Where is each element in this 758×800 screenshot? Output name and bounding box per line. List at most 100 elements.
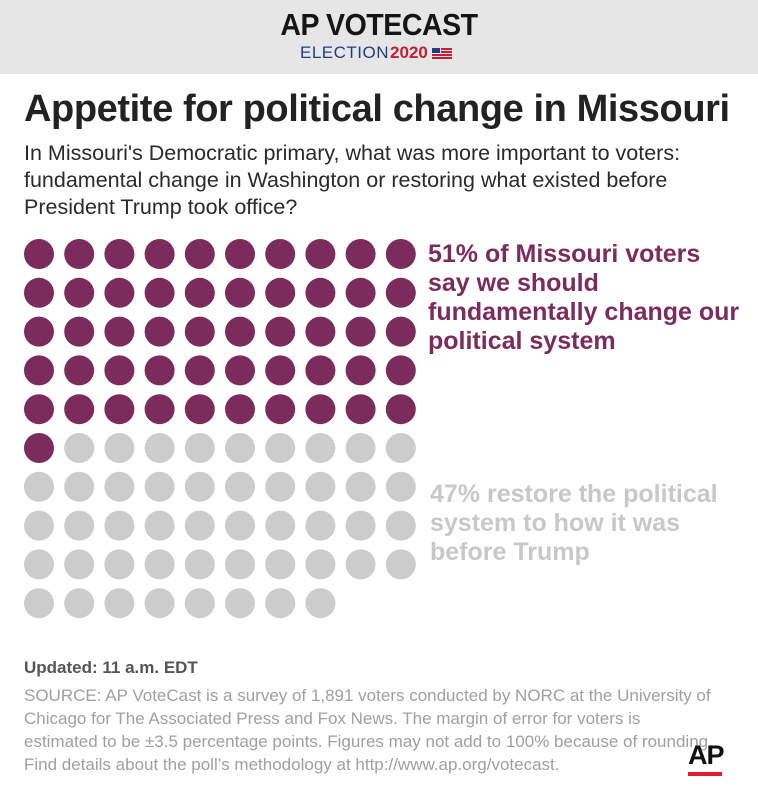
waffle-dot-series-1: [225, 588, 255, 618]
waffle-dot-series-1: [145, 549, 175, 579]
waffle-dot-series-0: [24, 239, 54, 269]
waffle-dot-series-1: [185, 549, 215, 579]
waffle-dot-series-0: [305, 394, 335, 424]
ap-logo-text: AP: [688, 740, 724, 770]
waffle-dot-series-0: [225, 394, 255, 424]
waffle-dot-series-0: [64, 355, 94, 385]
waffle-dot-series-1: [346, 549, 376, 579]
waffle-dot-series-0: [104, 317, 134, 347]
waffle-dot-series-1: [225, 511, 255, 541]
ap-logo-bar: [688, 772, 722, 776]
waffle-dot-series-1: [305, 588, 335, 618]
waffle-dot-series-0: [386, 278, 416, 308]
waffle-dot-series-1: [64, 511, 94, 541]
waffle-dot-series-1: [225, 549, 255, 579]
waffle-dot-series-0: [145, 355, 175, 385]
waffle-dot-series-1: [265, 433, 295, 463]
waffle-dot-series-1: [64, 588, 94, 618]
waffle-dot-series-0: [64, 239, 94, 269]
waffle-dot-series-1: [24, 549, 54, 579]
label-change: 51% of Missouri voters say we should fun…: [428, 240, 748, 356]
waffle-dot-series-1: [305, 549, 335, 579]
waffle-dot-series-1: [225, 472, 255, 502]
waffle-dot-series-1: [24, 588, 54, 618]
waffle-dot-series-0: [305, 239, 335, 269]
waffle-dot-series-1: [145, 511, 175, 541]
label-restore: 47% restore the political system to how …: [430, 480, 750, 567]
waffle-dot-series-1: [305, 511, 335, 541]
waffle-dot-series-0: [24, 317, 54, 347]
waffle-dot-series-0: [185, 355, 215, 385]
waffle-dot-series-1: [386, 433, 416, 463]
waffle-dot-series-1: [104, 588, 134, 618]
updated-note: Updated: 11 a.m. EDT: [24, 657, 198, 679]
waffle-dot-series-1: [64, 433, 94, 463]
waffle-dot-series-0: [265, 317, 295, 347]
waffle-dot-series-0: [185, 278, 215, 308]
waffle-dot-series-0: [104, 278, 134, 308]
waffle-dot-series-0: [225, 355, 255, 385]
waffle-dot-series-0: [305, 355, 335, 385]
waffle-dot-series-0: [225, 239, 255, 269]
waffle-dot-series-0: [24, 433, 54, 463]
waffle-dot-series-1: [265, 472, 295, 502]
waffle-dot-series-0: [346, 355, 376, 385]
waffle-dot-series-1: [305, 472, 335, 502]
waffle-dot-series-1: [265, 588, 295, 618]
waffle-dot-series-0: [346, 394, 376, 424]
waffle-dot-series-0: [346, 278, 376, 308]
waffle-dot-series-1: [386, 549, 416, 579]
waffle-dot-series-0: [265, 278, 295, 308]
waffle-dot-series-1: [64, 549, 94, 579]
waffle-dot-series-1: [185, 511, 215, 541]
waffle-dot-series-0: [104, 239, 134, 269]
waffle-dot-series-1: [185, 588, 215, 618]
waffle-dot-series-0: [346, 239, 376, 269]
waffle-dot-series-1: [265, 511, 295, 541]
waffle-dot-series-0: [145, 317, 175, 347]
waffle-dot-series-1: [346, 472, 376, 502]
waffle-dot-series-1: [386, 511, 416, 541]
waffle-dot-series-0: [225, 317, 255, 347]
waffle-dot-series-0: [386, 317, 416, 347]
waffle-dot-series-0: [386, 239, 416, 269]
waffle-dot-series-0: [265, 394, 295, 424]
waffle-dot-series-1: [104, 472, 134, 502]
waffle-dot-series-0: [24, 355, 54, 385]
waffle-dot-series-1: [305, 433, 335, 463]
waffle-dot-series-1: [145, 472, 175, 502]
waffle-dot-series-1: [346, 511, 376, 541]
waffle-dot-series-0: [24, 278, 54, 308]
waffle-dot-series-0: [185, 239, 215, 269]
waffle-dot-series-1: [265, 549, 295, 579]
waffle-dot-series-0: [145, 239, 175, 269]
waffle-dot-series-1: [386, 472, 416, 502]
waffle-dot-series-0: [64, 394, 94, 424]
ap-logo: AP: [688, 740, 724, 780]
waffle-dot-series-0: [64, 317, 94, 347]
waffle-dot-series-0: [24, 394, 54, 424]
waffle-dot-series-1: [225, 433, 255, 463]
waffle-dot-series-1: [64, 472, 94, 502]
waffle-dot-series-1: [104, 549, 134, 579]
waffle-dot-series-1: [24, 472, 54, 502]
waffle-dot-series-0: [145, 278, 175, 308]
waffle-dot-series-0: [225, 278, 255, 308]
waffle-dot-series-0: [305, 278, 335, 308]
waffle-dot-series-0: [386, 355, 416, 385]
waffle-dot-series-1: [104, 511, 134, 541]
waffle-dot-series-1: [24, 511, 54, 541]
waffle-dot-series-0: [265, 355, 295, 385]
waffle-dot-series-0: [104, 355, 134, 385]
waffle-dot-series-1: [104, 433, 134, 463]
waffle-dot-series-0: [305, 317, 335, 347]
waffle-dot-series-1: [145, 588, 175, 618]
waffle-dot-series-0: [185, 317, 215, 347]
waffle-dot-series-0: [386, 394, 416, 424]
waffle-dot-series-1: [185, 472, 215, 502]
waffle-dot-series-1: [145, 433, 175, 463]
waffle-dot-series-0: [346, 317, 376, 347]
waffle-dot-series-1: [346, 433, 376, 463]
waffle-dot-series-0: [265, 239, 295, 269]
